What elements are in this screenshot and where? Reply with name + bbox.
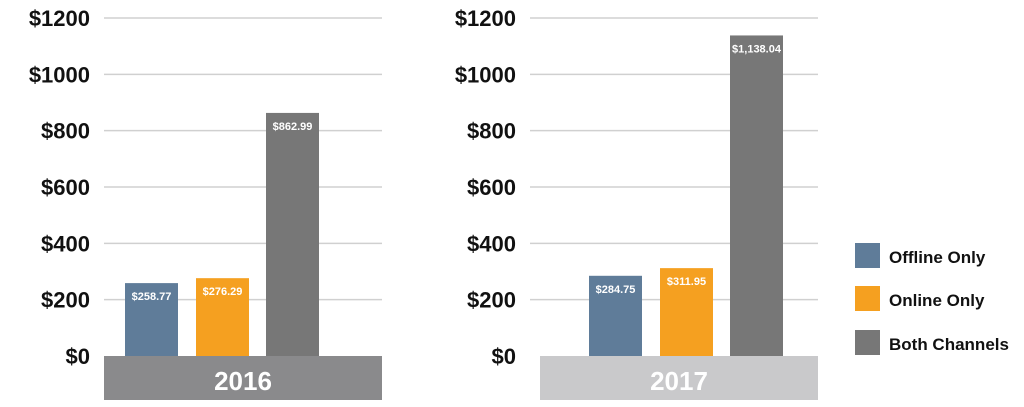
x-axis-band xyxy=(540,356,818,400)
bar-value-label: $284.75 xyxy=(596,284,636,296)
bar-value-label: $258.77 xyxy=(132,291,172,303)
y-tick-label: $0 xyxy=(492,344,516,369)
legend-label: Both Channels xyxy=(889,335,1009,354)
y-tick-label: $800 xyxy=(467,119,516,144)
bar-value-label: $311.95 xyxy=(667,276,706,288)
y-tick-label: $200 xyxy=(467,288,516,313)
y-tick-label: $600 xyxy=(467,175,516,200)
y-tick-label: $1200 xyxy=(455,6,516,31)
chart-panel-2017: $0 $200 $400 $600 $800 $1000 $1200 $284.75 $311.… xyxy=(455,6,818,400)
y-tick-label: $800 xyxy=(41,119,90,144)
legend-item-both-channels: Both Channels xyxy=(855,330,1009,355)
y-tick-label: $200 xyxy=(41,288,90,313)
legend-swatch xyxy=(855,330,880,355)
y-tick-label: $1200 xyxy=(29,6,90,31)
x-axis-band xyxy=(104,356,382,400)
y-tick-label: $600 xyxy=(41,175,90,200)
y-tick-label: $400 xyxy=(467,231,516,256)
bar-2016-offline-only xyxy=(125,283,178,356)
legend-item-online-only: Online Only xyxy=(855,286,985,311)
legend-swatch xyxy=(855,243,880,268)
legend-label: Offline Only xyxy=(889,248,986,267)
y-tick-label: $1000 xyxy=(455,62,516,87)
legend: Offline Only Online Only Both Channels xyxy=(855,243,1009,355)
y-tick-label: $1000 xyxy=(29,62,90,87)
x-axis-label: 2016 xyxy=(214,366,272,396)
bar-2017-online-only xyxy=(660,268,713,356)
bar-value-label: $1,138.04 xyxy=(732,43,782,55)
bar-2016-online-only xyxy=(196,278,249,356)
y-tick-label: $0 xyxy=(66,344,90,369)
bar-value-label: $862.99 xyxy=(273,121,313,133)
chart-panel-2016: $0 $200 $400 $600 $800 $1000 $1200 $258.77 $276.… xyxy=(29,6,382,400)
x-axis-label: 2017 xyxy=(650,366,708,396)
bar-2017-both-channels xyxy=(730,35,783,357)
y-tick-label: $400 xyxy=(41,231,90,256)
bar-2016-both-channels xyxy=(266,112,319,356)
bar-2017-offline-only xyxy=(589,275,642,356)
legend-label: Online Only xyxy=(889,291,985,310)
legend-swatch xyxy=(855,286,880,311)
bar-value-label: $276.29 xyxy=(203,286,243,298)
legend-item-offline-only: Offline Only xyxy=(855,243,986,268)
